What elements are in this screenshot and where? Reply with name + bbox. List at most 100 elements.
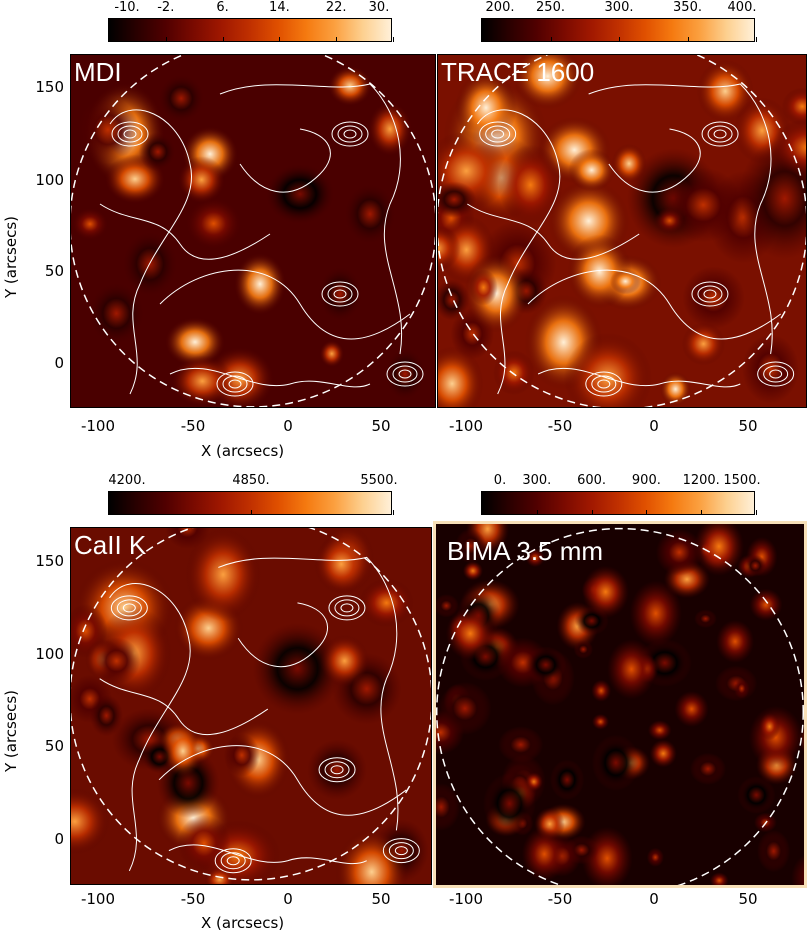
x-tick-label: -100 xyxy=(448,417,484,435)
bright-feature xyxy=(307,739,368,801)
colorbar-caii: 4200. 4850. 5500. xyxy=(108,474,398,515)
x-tick-label: 0 xyxy=(283,890,293,908)
bright-feature xyxy=(498,726,544,764)
contour-ring xyxy=(697,285,723,303)
bright-feature xyxy=(563,332,653,408)
y-tick-label: 150 xyxy=(35,552,64,570)
contour-ring xyxy=(216,371,254,397)
x-tick-label: 0 xyxy=(649,890,659,908)
y-tick-label: 0 xyxy=(54,830,64,848)
bright-feature xyxy=(316,264,364,324)
bright-feature xyxy=(72,208,108,240)
colorbar-tick xyxy=(619,37,620,42)
x-tick-label: 0 xyxy=(649,417,659,435)
colorbar-tick xyxy=(336,37,338,42)
bright-feature xyxy=(781,87,807,126)
bright-feature xyxy=(437,181,477,218)
bright-feature xyxy=(646,847,664,867)
contour-ring xyxy=(222,375,248,393)
colorbar-tick xyxy=(222,37,224,42)
contour-ring xyxy=(691,281,729,307)
x-tick-label: 50 xyxy=(738,417,758,435)
colorbar-label: 22. xyxy=(325,0,347,15)
bright-feature xyxy=(437,225,461,271)
colorbar-tick xyxy=(393,37,394,42)
bright-feature xyxy=(791,853,807,888)
bright-feature xyxy=(162,724,204,778)
x-axis-title-top: X (arcsecs) xyxy=(201,442,285,460)
bright-feature xyxy=(654,207,685,234)
colorbar-tick xyxy=(701,510,703,515)
bright-feature xyxy=(498,144,563,226)
contour-ring xyxy=(707,125,733,143)
bright-feature xyxy=(437,279,470,321)
bright-feature xyxy=(513,54,583,110)
bright-feature xyxy=(568,148,616,192)
colorbar-tick xyxy=(482,510,483,515)
contour-ring xyxy=(334,599,360,617)
bright-feature xyxy=(328,66,372,106)
contour-ring xyxy=(585,371,623,397)
colorbar-tick xyxy=(591,510,593,515)
bright-feature xyxy=(694,609,717,628)
bright-feature xyxy=(89,694,124,737)
colorbar-tick xyxy=(109,37,110,42)
bright-feature xyxy=(716,620,755,663)
contour-line xyxy=(99,678,269,736)
panel-title-trace: TRACE 1600 xyxy=(441,57,595,87)
bright-feature xyxy=(455,528,487,564)
bright-feature xyxy=(359,578,415,628)
bright-feature xyxy=(757,829,791,873)
colorbar-label: 0. xyxy=(493,473,507,488)
colorbar-label: 300. xyxy=(604,0,634,15)
bright-feature xyxy=(733,678,750,699)
contour-ring xyxy=(111,121,149,147)
contour-ring xyxy=(597,379,611,389)
x-tick-label: 0 xyxy=(283,417,293,435)
bright-feature xyxy=(611,143,647,184)
panel-frame xyxy=(70,54,436,408)
contour-ring xyxy=(333,289,347,299)
colorbar-label: 14. xyxy=(269,0,290,15)
contour-ring xyxy=(769,369,783,379)
x-tick-label: -100 xyxy=(80,417,116,435)
contour-line xyxy=(467,203,640,260)
contour-line xyxy=(537,367,741,388)
panel-trace: TRACE 1600 xyxy=(437,54,807,408)
colorbar-tick xyxy=(482,37,483,42)
contour-ring xyxy=(330,765,344,775)
bright-feature xyxy=(264,162,336,226)
contour-line xyxy=(477,109,561,395)
contour-ring xyxy=(485,125,511,143)
image-mdi xyxy=(70,54,436,408)
colorbar-label: 200. xyxy=(485,0,515,15)
y-tick-label: 100 xyxy=(35,645,64,663)
contour-ring xyxy=(392,365,418,383)
colorbar-label: 1200. xyxy=(682,473,720,488)
bright-feature xyxy=(469,269,498,306)
x-tick-label: -50 xyxy=(547,417,573,435)
bright-feature xyxy=(156,72,207,125)
bright-feature xyxy=(383,346,427,402)
x-tick-label: 50 xyxy=(738,890,758,908)
contour-ring xyxy=(327,285,353,303)
contour-line xyxy=(239,128,331,193)
bright-feature xyxy=(462,561,484,581)
bright-feature xyxy=(335,828,409,885)
contour-ring xyxy=(591,375,617,393)
colorbar-tick xyxy=(756,510,757,515)
contour-line xyxy=(158,745,407,816)
panel-frame xyxy=(437,54,807,408)
x-tick-label: 50 xyxy=(371,890,391,908)
bright-feature xyxy=(185,527,262,622)
contour-line xyxy=(588,83,773,355)
y-tick-label: 0 xyxy=(54,354,64,372)
bright-feature xyxy=(342,181,398,247)
contour-ring xyxy=(228,379,242,389)
bright-feature xyxy=(737,776,776,814)
y-tick-label: 150 xyxy=(35,78,64,96)
bright-feature xyxy=(647,720,672,741)
contour-ring xyxy=(331,121,369,147)
bright-feature xyxy=(741,334,800,404)
contour-line xyxy=(169,367,371,388)
